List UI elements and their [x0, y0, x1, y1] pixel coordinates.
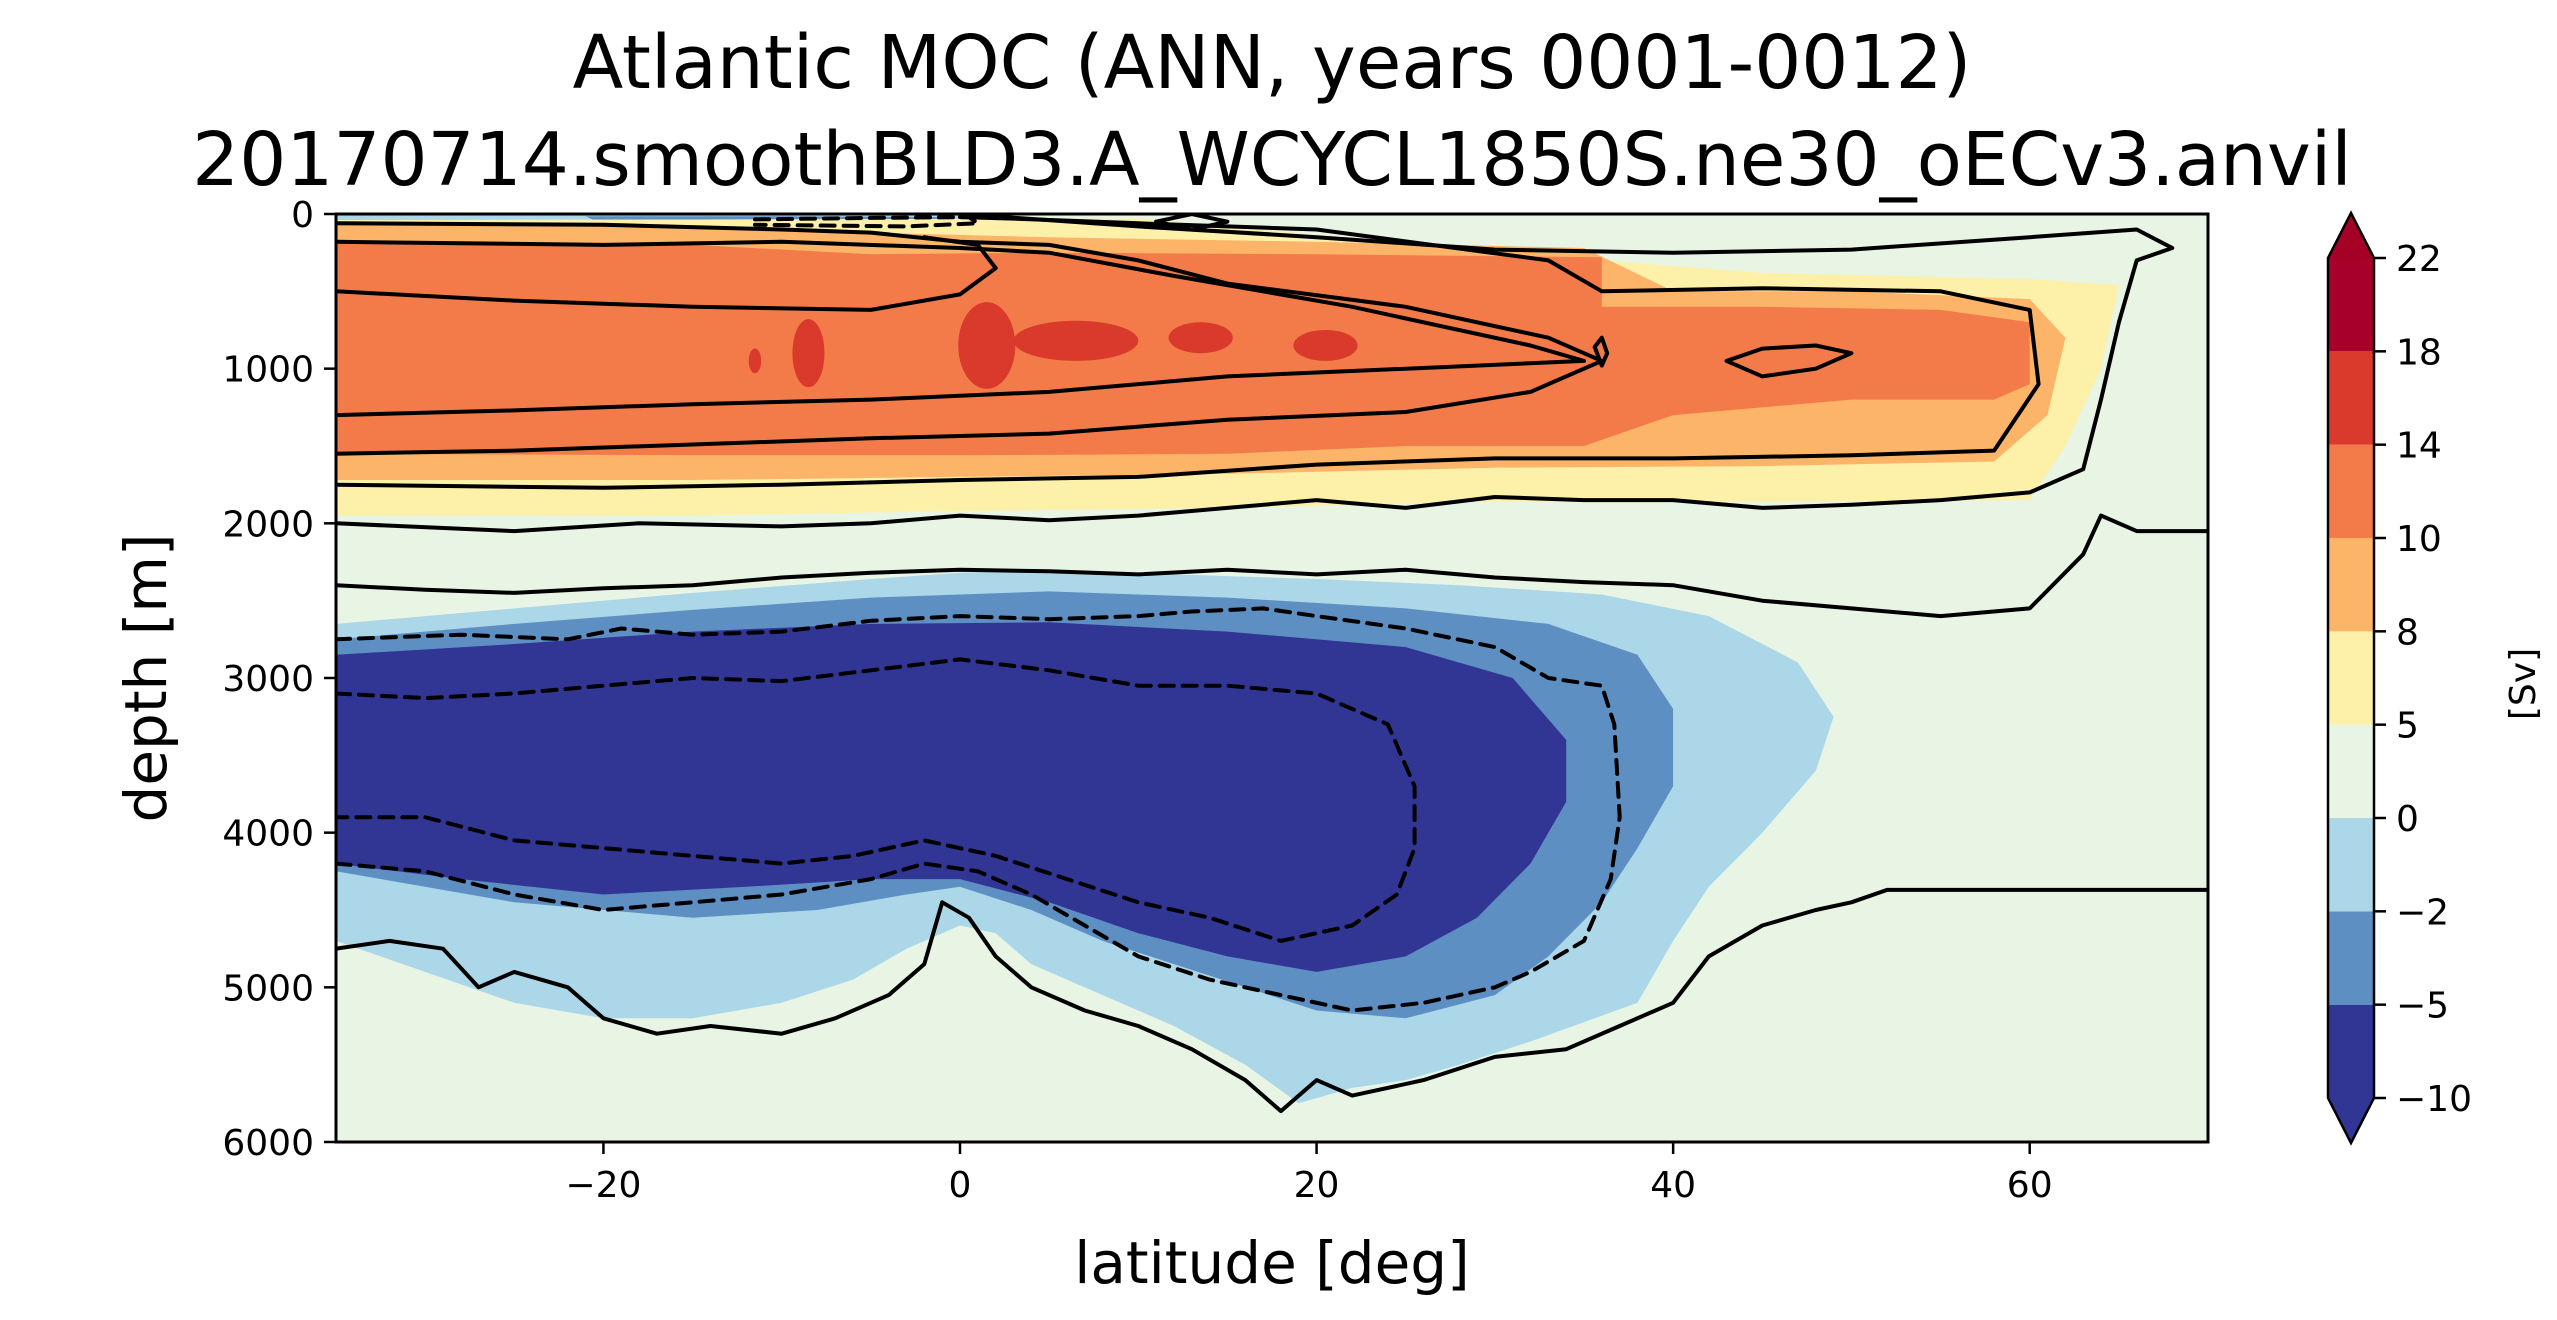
colorbar-segment [2328, 818, 2374, 912]
region-pos-gt14-core-a [792, 319, 825, 388]
colorbar-segment [2328, 911, 2374, 1005]
colorbar-segment [2328, 538, 2374, 632]
contour-pos-contour-1300 [336, 239, 1586, 418]
colorbar-segment [2328, 631, 2374, 725]
colorbar-tick-label: 18 [2396, 332, 2442, 373]
contour-zero-line-bottom [336, 887, 2208, 1114]
colorbar-extend-over [2328, 213, 2374, 258]
x-tick-label: 60 [2007, 1165, 2053, 1206]
colorbar-label: [Sv] [2503, 648, 2544, 720]
y-tick-label: 2000 [222, 504, 314, 545]
x-tick-label: −20 [565, 1165, 641, 1206]
colorbar-tick-label: 14 [2396, 426, 2442, 467]
region-pos-gt14-core-c [1013, 320, 1139, 361]
colorbar-segment [2328, 1004, 2374, 1098]
contour-pos-contour-500 [336, 235, 998, 312]
contour-neg2-dashed-outer [336, 606, 1622, 1013]
colorbar-extend-under [2328, 1098, 2374, 1143]
contour-neg-upper-dashed [753, 215, 980, 229]
colorbar-segment [2328, 351, 2374, 445]
colorbar-tick-label: −5 [2396, 986, 2449, 1027]
contour-neg5-dashed-inner [336, 657, 1417, 943]
colorbar-tick-label: −10 [2396, 1079, 2472, 1120]
contour-pos-contour-1750 [336, 215, 2041, 490]
contour-pos-contour-2000 [336, 214, 2175, 534]
y-tick-label: 1000 [222, 350, 314, 391]
y-tick-label: 6000 [222, 1123, 314, 1164]
y-axis-label: depth [m] [112, 533, 180, 822]
y-tick-label: 4000 [222, 814, 314, 855]
contour-pos-loop-surface-13 [1154, 214, 1230, 232]
colorbar-segment [2328, 258, 2374, 352]
y-tick-label: 5000 [222, 968, 314, 1009]
colorbar-segment [2328, 724, 2374, 818]
x-tick-label: 0 [949, 1165, 972, 1206]
contour-pos-loop-lat-36 [1592, 335, 1610, 368]
region-pos-gt14-core-e [1293, 330, 1358, 361]
colorbar-tick-label: −2 [2396, 892, 2449, 933]
contour-zero-line-main [336, 513, 2208, 619]
x-tick-label: 40 [1650, 1165, 1696, 1206]
y-tick-label: 3000 [222, 659, 314, 700]
colorbar: −10 −5 −2 0 5 8 10 14 18 22 [2326, 210, 2472, 1146]
chart-title-line1: Atlantic MOC (ANN, years 0001-0012) [573, 20, 1972, 106]
colorbar-tick-label: 8 [2396, 612, 2419, 653]
y-axis: 0 1000 2000 3000 4000 5000 6000 [222, 195, 336, 1164]
region-pos-gt14-core-b [958, 302, 1016, 389]
region-neg-lt10-cell [336, 622, 1567, 972]
colorbar-tick-label: 10 [2396, 519, 2442, 560]
colorbar-tick-label: 22 [2396, 239, 2442, 280]
x-tick-label: 20 [1294, 1165, 1340, 1206]
colorbar-tick-label: 0 [2396, 799, 2419, 840]
contour-pos-loop-lat-45 [1724, 343, 1854, 379]
chart-title-line2: 20170714.smoothBLD3.A_WCYCL1850S.ne30_oE… [192, 117, 2352, 203]
region-pos-gt14-core-d [1168, 322, 1233, 354]
contour-pos-contour-1550 [336, 221, 1604, 456]
plot-area [334, 212, 2210, 1144]
contour-lines [336, 214, 2208, 1114]
y-tick-label: 0 [291, 195, 314, 236]
region-pos-gt14-core-f [748, 348, 762, 374]
colorbar-segment [2328, 444, 2374, 538]
x-axis-label: latitude [deg] [1074, 1229, 1470, 1297]
x-axis: −20 0 20 40 60 [565, 1142, 2053, 1206]
colorbar-tick-label: 5 [2396, 706, 2419, 747]
